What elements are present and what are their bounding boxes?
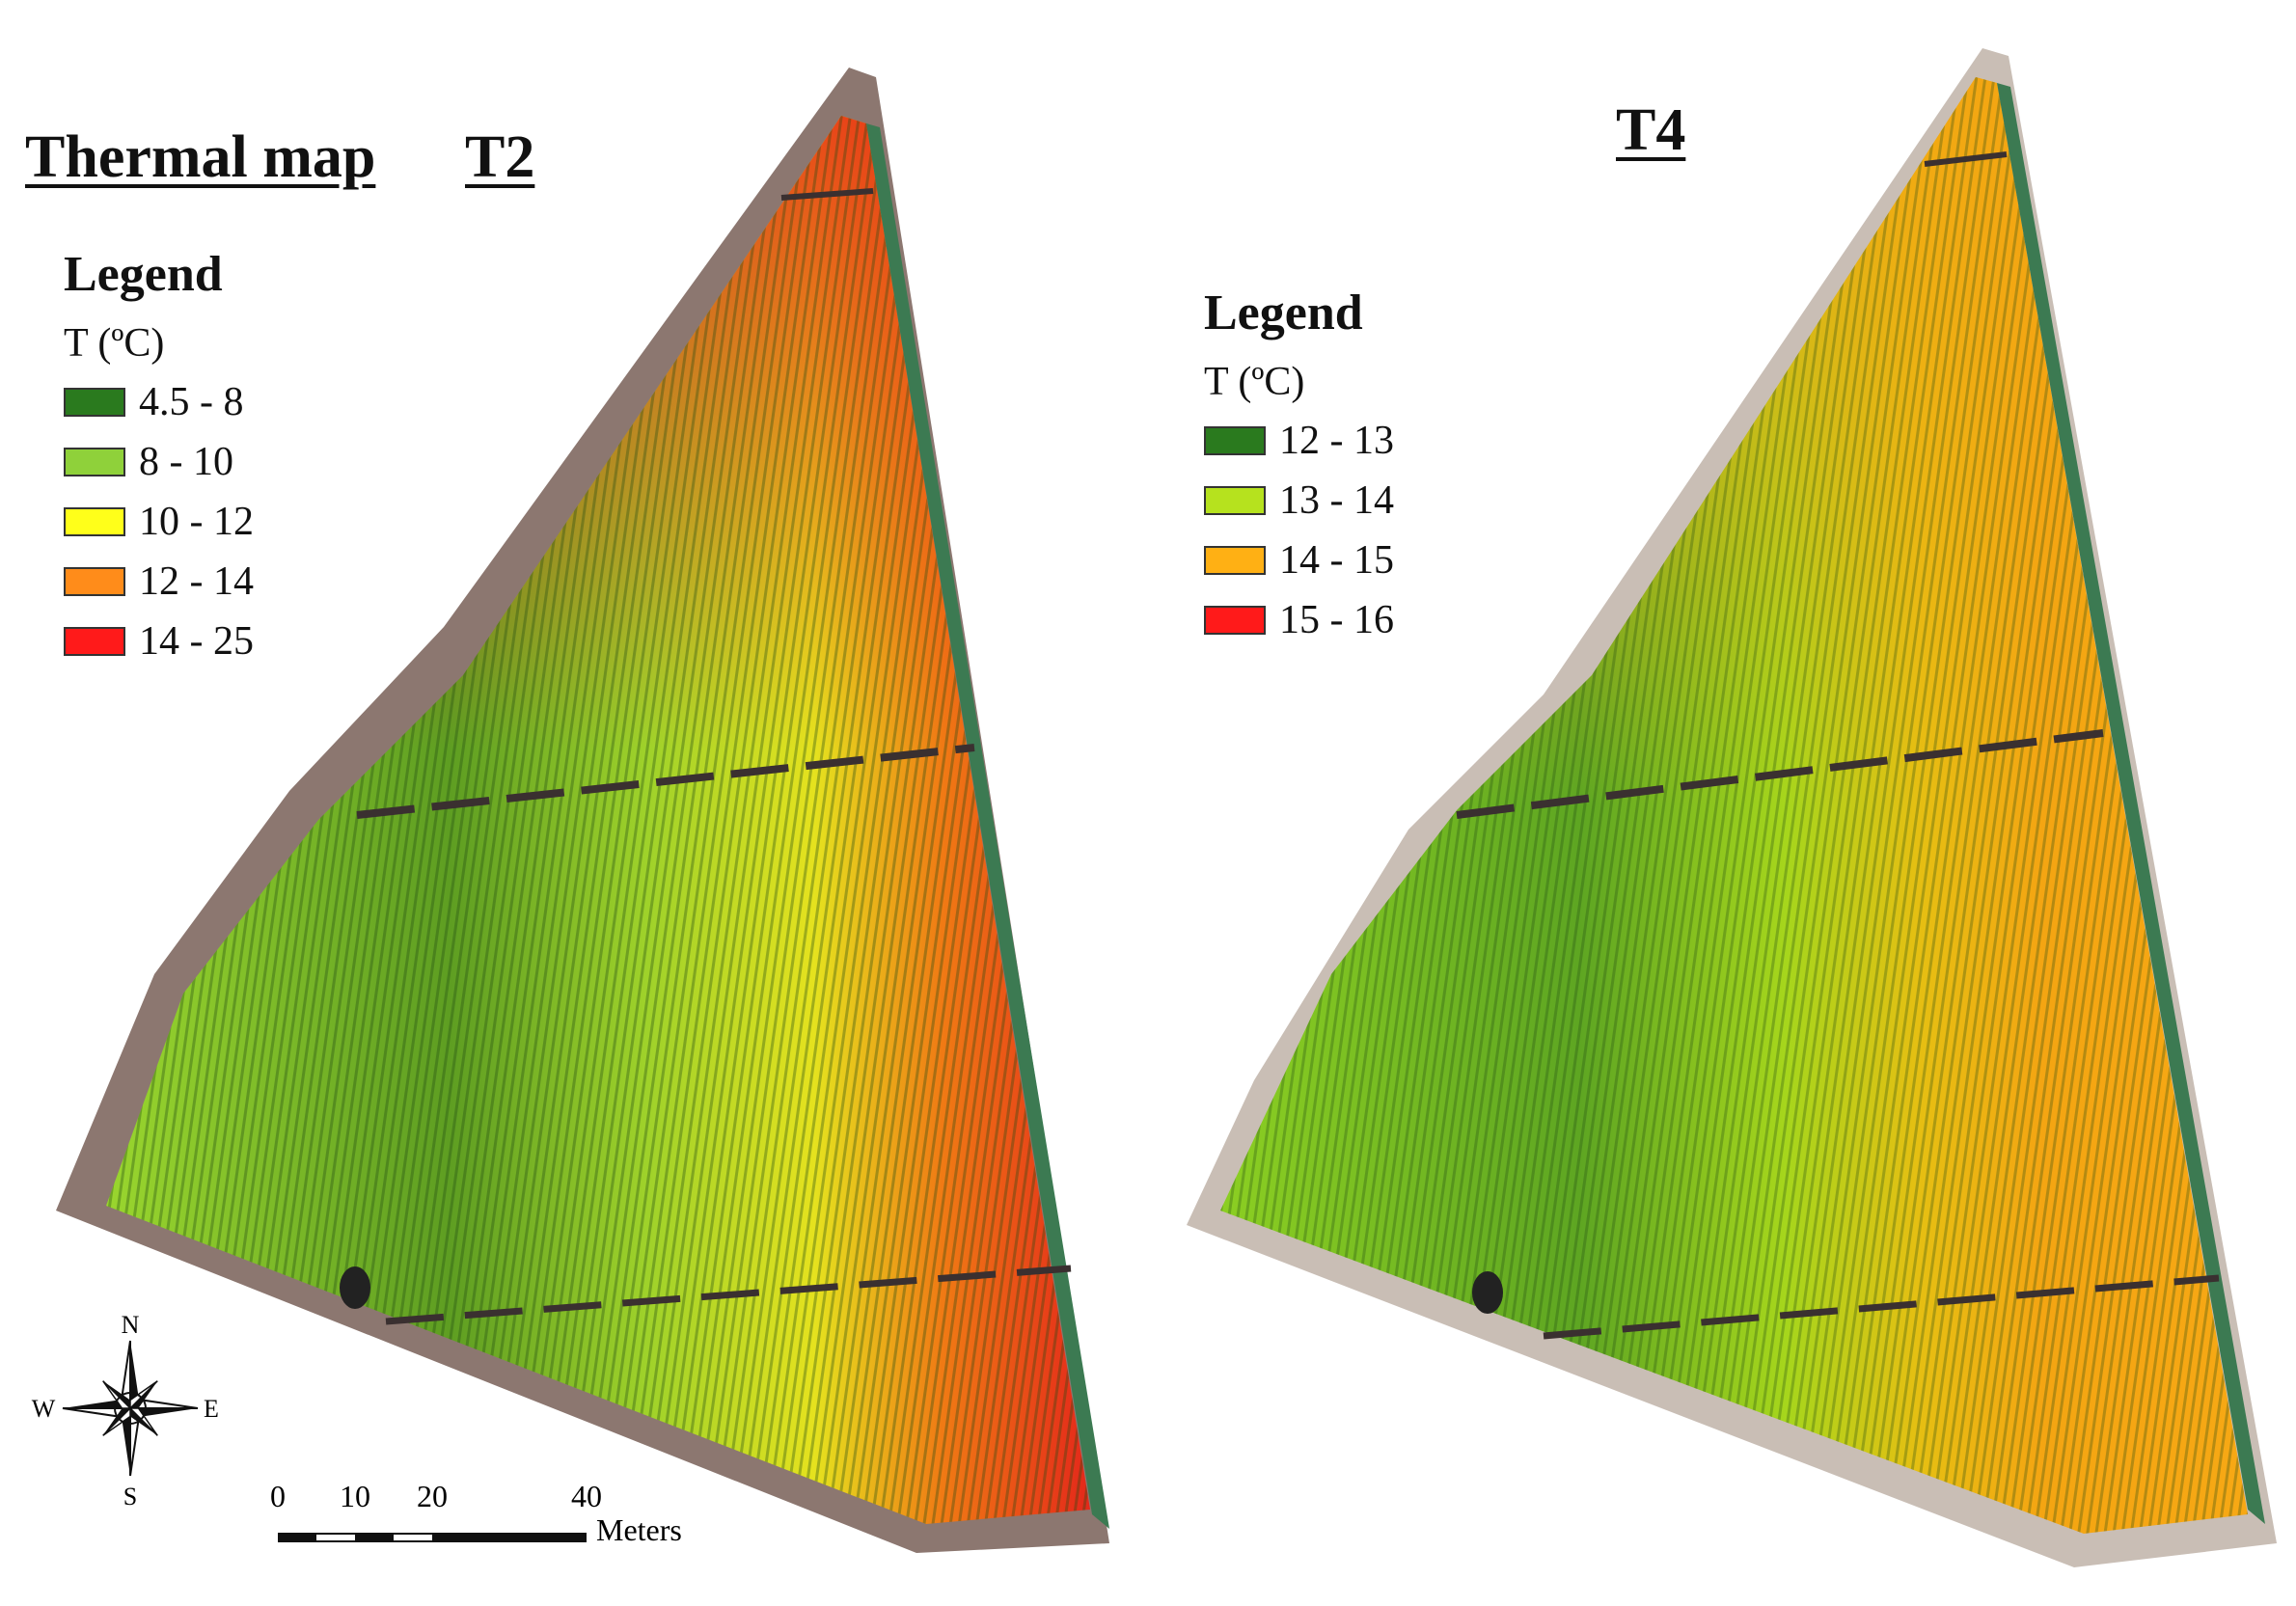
- map-label-t4: T4: [1616, 97, 1686, 163]
- legend-swatch: [1204, 546, 1266, 575]
- legend-title: Legend: [1204, 286, 1363, 340]
- legend-swatch: [64, 388, 125, 417]
- legend-swatch: [1204, 606, 1266, 635]
- compass-s: S: [123, 1483, 137, 1510]
- legend-swatch: [1204, 486, 1266, 515]
- map-label-t2: T2: [465, 124, 535, 190]
- legend-title: Legend: [64, 247, 223, 302]
- scale-tick-label: 0: [270, 1479, 286, 1513]
- legend-label: 12 - 14: [139, 559, 254, 604]
- legend-item: 14 - 25: [64, 612, 254, 671]
- legend-swatch: [64, 627, 125, 656]
- legend-swatch: [64, 567, 125, 596]
- scale-unit: Meters: [596, 1512, 682, 1547]
- legend-unit: T (ºC): [1204, 360, 1305, 404]
- legend-item: 8 - 10: [64, 432, 254, 492]
- legend-label: 8 - 10: [139, 440, 233, 484]
- hedge-strip: [866, 123, 1109, 1529]
- legend-swatch: [64, 507, 125, 536]
- scale-tick-label: 40: [571, 1479, 602, 1513]
- compass-rose-icon: N S E W: [32, 1311, 219, 1510]
- legend-t4: Legend T (ºC) 12 - 13 13 - 14 14 - 15 15…: [1204, 285, 1394, 650]
- compass-w: W: [32, 1395, 56, 1423]
- legend-item: 14 - 15: [1204, 531, 1394, 590]
- legend-item: 13 - 14: [1204, 471, 1394, 531]
- compass-e: E: [204, 1395, 219, 1423]
- compass-n: N: [122, 1311, 140, 1339]
- hedge-strip: [1997, 83, 2265, 1524]
- thermal-map-t2: [56, 68, 1109, 1553]
- map-title: Thermal map: [25, 124, 376, 190]
- legend-t2: Legend T (ºC) 4.5 - 8 8 - 10 10 - 12 12 …: [64, 246, 254, 671]
- legend-label: 10 - 12: [139, 500, 254, 544]
- legend-swatch: [1204, 426, 1266, 455]
- legend-label: 14 - 15: [1279, 538, 1394, 583]
- internal-path: [1543, 1274, 2220, 1340]
- legend-label: 12 - 13: [1279, 419, 1394, 463]
- legend-item: 10 - 12: [64, 492, 254, 552]
- legend-swatch: [64, 448, 125, 476]
- internal-path: [1456, 729, 2104, 819]
- legend-label: 13 - 14: [1279, 478, 1394, 523]
- legend-item: 12 - 13: [1204, 411, 1394, 471]
- scale-bar: 0 10 20 40 Meters: [270, 1479, 682, 1547]
- legend-label: 4.5 - 8: [139, 380, 244, 424]
- legend-item: 15 - 16: [1204, 590, 1394, 650]
- legend-label: 14 - 25: [139, 619, 254, 664]
- legend-item: 12 - 14: [64, 552, 254, 612]
- scale-tick-label: 20: [417, 1479, 448, 1513]
- scale-tick-label: 10: [340, 1479, 370, 1513]
- legend-unit: T (ºC): [64, 321, 165, 366]
- internal-path: [356, 744, 975, 819]
- legend-item: 4.5 - 8: [64, 372, 254, 432]
- internal-path: [385, 1265, 1072, 1325]
- legend-label: 15 - 16: [1279, 598, 1394, 642]
- thermal-map-t4: [1187, 48, 2277, 1567]
